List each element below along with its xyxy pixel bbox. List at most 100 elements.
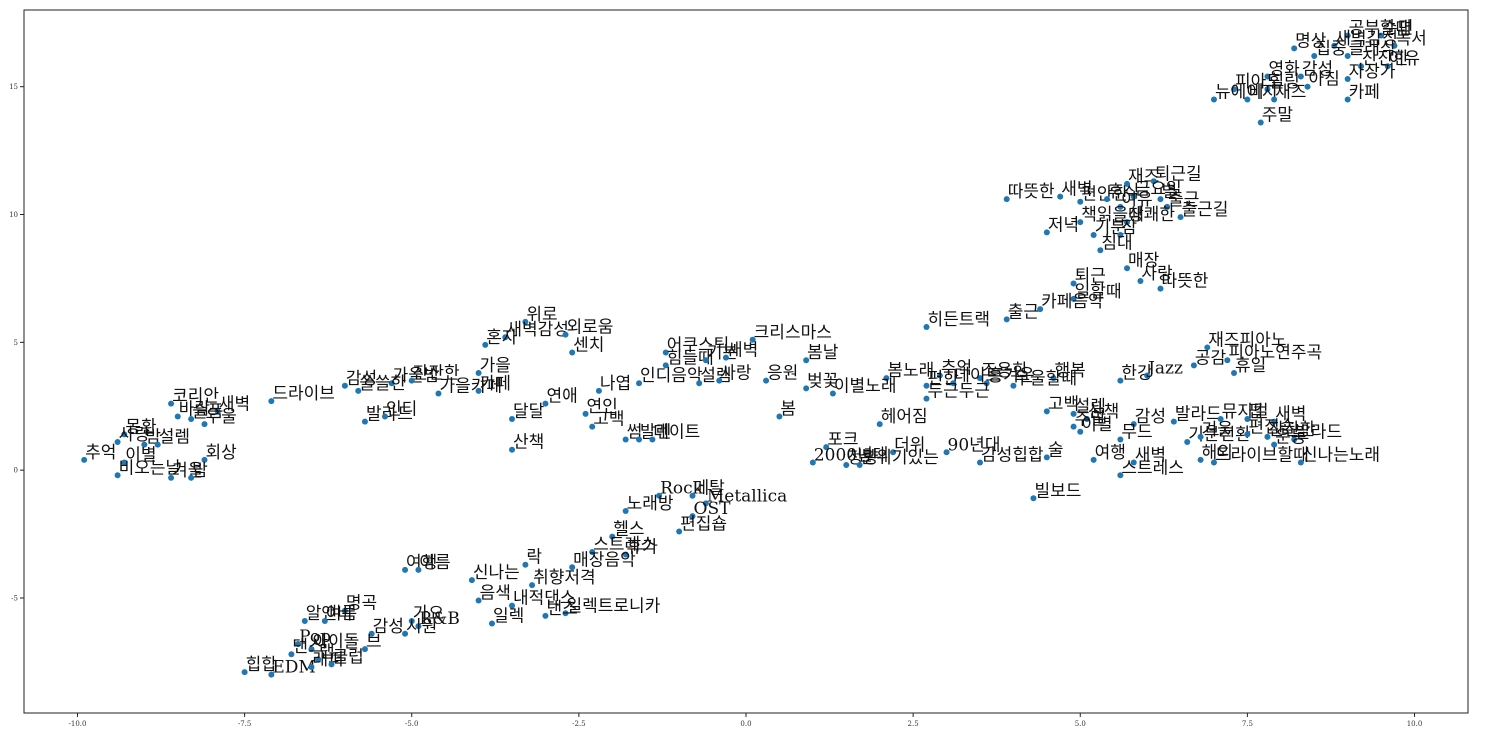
point-marker (542, 400, 549, 407)
point-label: 시원 (406, 617, 437, 637)
data-point: 랩 (315, 642, 335, 663)
point-label: 메탈 (694, 479, 726, 499)
point-marker (315, 656, 322, 663)
data-point: 명곡 (341, 594, 377, 614)
point-marker (382, 413, 388, 420)
point-marker (1117, 377, 1124, 384)
point-marker (1271, 441, 1278, 448)
point-label: 휴일 (1235, 356, 1266, 376)
point-label: 슬픔 (192, 402, 223, 422)
data-point: 힐링 (1264, 72, 1300, 93)
data-point: 감성 (341, 369, 377, 389)
point-marker (529, 582, 536, 589)
point-label: Pop (299, 627, 331, 647)
data-point: 카페 (475, 374, 511, 394)
point-marker (502, 334, 509, 341)
x-tick-label: -5.0 (405, 720, 419, 728)
point-marker (482, 341, 489, 348)
point-marker (188, 474, 195, 481)
data-point: 밤 (188, 461, 208, 481)
data-point: 봄날 (803, 343, 839, 364)
point-label: 새벽감성 (1335, 29, 1398, 49)
point-marker (662, 362, 669, 369)
point-marker (341, 382, 348, 389)
point-marker (1070, 280, 1077, 287)
point-label: 노래방 (627, 494, 674, 514)
point-label: 드라이브할때 (1215, 445, 1309, 465)
point-label: 외로움 (567, 318, 614, 338)
data-point: 발라드 (1170, 405, 1222, 425)
data-point: 편집숍 (1244, 417, 1295, 438)
point-marker (1344, 32, 1351, 39)
point-marker (1244, 416, 1251, 423)
point-label: 달달 (513, 402, 545, 422)
point-marker (622, 551, 629, 558)
point-marker (722, 354, 729, 361)
point-label: 따뜻한 (1161, 272, 1208, 292)
point-marker (201, 421, 208, 428)
point-marker (415, 566, 422, 573)
point-marker (1264, 73, 1271, 80)
point-marker (475, 387, 482, 394)
point-marker (1077, 428, 1084, 435)
point-marker (1271, 96, 1278, 103)
point-label: 고백 (1048, 394, 1079, 414)
point-marker (890, 449, 897, 456)
data-point: 출근길 (1177, 200, 1229, 221)
data-point: 새벽 (214, 394, 250, 415)
point-label: 겨울 (1202, 420, 1233, 440)
point-marker (1083, 416, 1090, 423)
y-tick-label: -5 (11, 594, 18, 602)
point-marker (1130, 421, 1137, 428)
point-marker (509, 446, 516, 453)
point-label: 댄스 (546, 599, 577, 619)
point-label: 출근길 (1182, 200, 1229, 220)
point-label: 여행 (406, 553, 437, 573)
point-label: 스트레스 (1121, 458, 1184, 478)
point-label: 취향저격 (533, 568, 596, 588)
data-point: Metallica (702, 486, 787, 507)
point-marker (341, 607, 348, 614)
data-point: 자장가 (1344, 62, 1396, 83)
data-point: 잔잔한 (1264, 420, 1316, 440)
point-label: 가을밤 (393, 366, 440, 386)
point-marker (121, 431, 128, 438)
point-label: 매장 (1128, 251, 1160, 271)
data-point: 피아노연주곡 (1224, 343, 1322, 364)
point-marker (716, 377, 723, 384)
point-marker (803, 385, 810, 392)
y-tick-label: 15 (9, 83, 18, 91)
point-label: 팝 (1248, 402, 1264, 422)
point-marker (763, 377, 770, 384)
point-marker (268, 671, 275, 678)
point-marker (268, 398, 275, 405)
point-label: 코리안 (172, 387, 219, 407)
point-label: 설렘 (1075, 397, 1106, 417)
data-point: 카페 (1344, 82, 1380, 103)
point-marker (749, 336, 756, 343)
point-label: 기분전환 (1188, 425, 1251, 445)
point-marker (923, 395, 930, 402)
point-label: 명상 (1295, 31, 1327, 51)
point-label: 센치 (573, 336, 604, 356)
point-label: 일렉트로니카 (567, 596, 661, 616)
point-marker (1043, 408, 1050, 415)
point-label: R&B (419, 609, 459, 629)
point-marker (923, 382, 930, 389)
point-label: 주말 (1075, 410, 1107, 430)
point-label: 발라드 (1175, 405, 1222, 425)
point-marker (1130, 193, 1137, 200)
data-point: 발렌 (636, 422, 671, 443)
point-marker (328, 661, 335, 668)
point-label: 아침 (1309, 70, 1340, 90)
point-label: 고백 (593, 410, 624, 430)
x-tick-label: -10.0 (69, 720, 87, 728)
plot-frame (23, 9, 1469, 714)
point-marker (1264, 433, 1271, 440)
data-point: 이별 (121, 445, 157, 466)
point-marker (1378, 32, 1385, 39)
point-label: 카페 (1349, 82, 1380, 102)
point-marker (1358, 63, 1365, 70)
data-point: 사랑 (716, 364, 752, 384)
point-marker (636, 380, 643, 387)
